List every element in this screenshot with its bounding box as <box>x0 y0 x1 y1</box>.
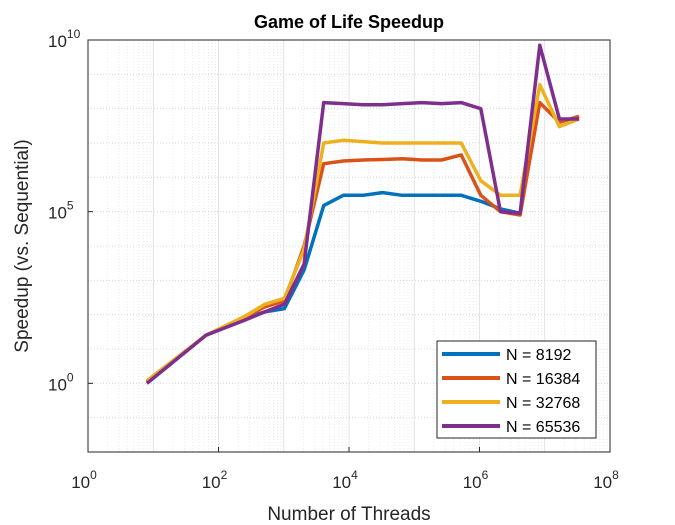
x-axis-label: Number of Threads <box>267 504 430 525</box>
chart-title: Game of Life Speedup <box>254 12 444 32</box>
legend-entry-label: N = 65536 <box>506 419 580 436</box>
series-line-3 <box>145 82 580 382</box>
legend-entry-label: N = 8192 <box>506 347 571 364</box>
legend-entry-label: N = 32768 <box>506 395 580 412</box>
legend-box <box>436 340 597 439</box>
legend: N = 8192 N = 16384 N = 32768 N = 65536 <box>436 340 597 439</box>
series-line-4 <box>145 43 580 385</box>
series-lines <box>145 43 580 385</box>
grid <box>87 39 610 453</box>
y-axis-label: Speedup (vs. Sequential) <box>12 139 33 352</box>
legend-entry-label: N = 16384 <box>506 371 580 388</box>
